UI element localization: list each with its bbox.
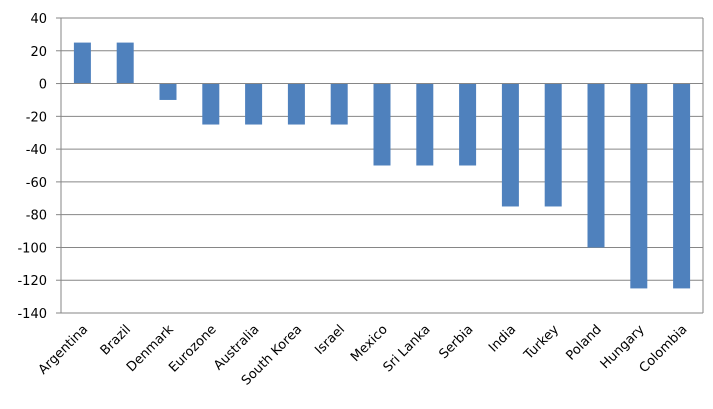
category-label: Mexico — [348, 322, 391, 365]
y-tick-label: -80 — [26, 209, 47, 224]
y-tick-label: -120 — [17, 274, 47, 289]
bars — [73, 42, 691, 289]
category-label: Turkey — [521, 322, 562, 363]
category-label: Sri Lanka — [381, 322, 434, 375]
bar-brazil — [116, 42, 134, 84]
category-label: Serbia — [437, 322, 477, 362]
y-tick-label: 0 — [39, 78, 47, 93]
bar-israel — [330, 83, 348, 125]
y-tick-label: -60 — [26, 176, 47, 191]
bar-hungary — [630, 83, 648, 289]
y-tick-label: -100 — [17, 241, 47, 256]
bar-south-korea — [287, 83, 305, 125]
y-tick-label: 20 — [30, 45, 47, 60]
bar-australia — [245, 83, 263, 125]
bar-sri-lanka — [416, 83, 434, 166]
category-label: Brazil — [98, 322, 134, 358]
category-labels: Argentina BrazilDenmarkEurozoneAustraliaS… — [36, 322, 691, 389]
bar-eurozone — [202, 83, 220, 125]
bar-argentina — [73, 42, 91, 84]
category-label: Poland — [564, 322, 605, 363]
y-tick-label: -140 — [17, 307, 47, 322]
bar-serbia — [459, 83, 477, 166]
bar-colombia — [673, 83, 691, 289]
y-tick-label: -40 — [26, 143, 47, 158]
bar-poland — [587, 83, 605, 248]
bar-mexico — [373, 83, 391, 166]
bar-turkey — [544, 83, 562, 207]
y-tick-labels: 40 20 0 -20 -40 -60 -80 -100 -120 -140 — [17, 12, 47, 322]
category-label: Israel — [312, 322, 348, 358]
y-tick-label: -20 — [26, 110, 47, 125]
axes — [56, 17, 704, 314]
category-label: India — [486, 322, 519, 355]
y-tick-label: 40 — [30, 12, 47, 27]
bar-denmark — [159, 83, 177, 100]
bar-india — [501, 83, 519, 207]
category-label: Argentina — [36, 322, 91, 377]
category-label: Eurozone — [166, 322, 219, 375]
